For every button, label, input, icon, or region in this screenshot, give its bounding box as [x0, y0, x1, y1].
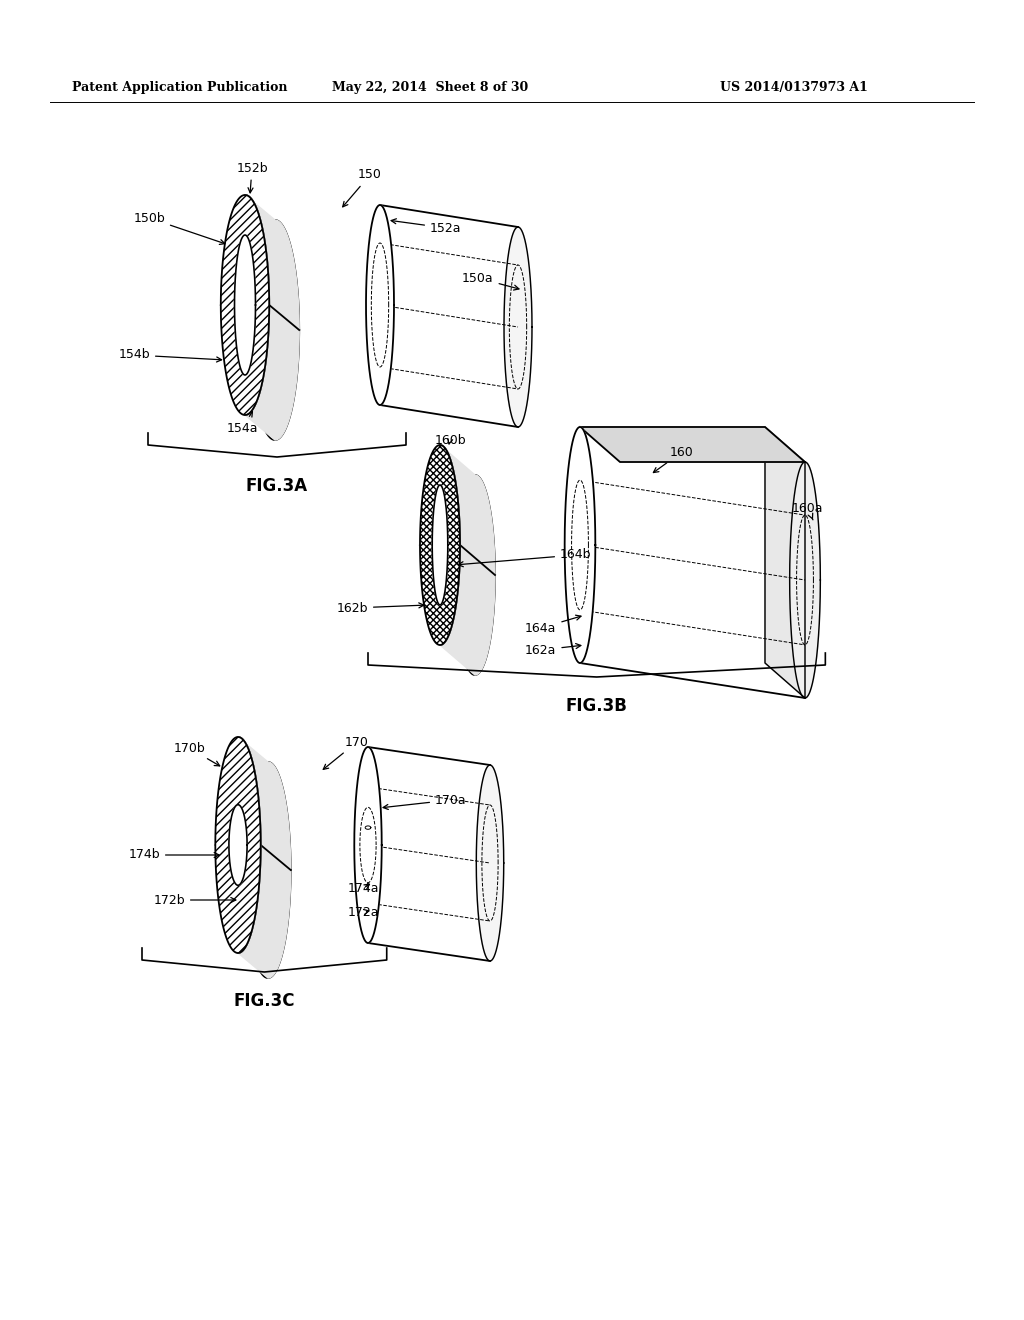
Text: 170: 170	[324, 735, 369, 770]
Polygon shape	[790, 462, 820, 698]
Polygon shape	[440, 445, 495, 675]
Polygon shape	[215, 737, 261, 953]
Text: 162a: 162a	[525, 644, 581, 656]
Text: US 2014/0137973 A1: US 2014/0137973 A1	[720, 82, 868, 95]
Polygon shape	[455, 475, 495, 675]
Polygon shape	[221, 195, 269, 414]
Text: 170a: 170a	[383, 793, 467, 809]
Text: 162b: 162b	[337, 602, 424, 615]
Polygon shape	[238, 737, 291, 978]
Text: 172a: 172a	[348, 906, 380, 919]
Polygon shape	[432, 484, 447, 605]
Polygon shape	[221, 195, 269, 414]
Text: 164a: 164a	[525, 615, 581, 635]
Polygon shape	[354, 747, 382, 942]
Polygon shape	[215, 737, 261, 953]
Text: 152a: 152a	[391, 219, 462, 235]
Text: 170b: 170b	[173, 742, 220, 766]
Text: 150a: 150a	[462, 272, 519, 290]
Text: 152b: 152b	[237, 161, 268, 193]
Text: 174b: 174b	[128, 849, 219, 862]
Text: 164b: 164b	[458, 549, 592, 566]
Text: 160b: 160b	[434, 433, 466, 446]
Text: 150: 150	[343, 169, 382, 207]
Polygon shape	[234, 235, 256, 375]
Text: FIG.3A: FIG.3A	[246, 477, 308, 495]
Polygon shape	[245, 195, 299, 440]
Polygon shape	[246, 762, 291, 978]
Text: Patent Application Publication: Patent Application Publication	[72, 82, 288, 95]
Polygon shape	[264, 260, 286, 400]
Text: 160a: 160a	[792, 502, 823, 520]
Polygon shape	[229, 805, 247, 886]
Polygon shape	[467, 515, 482, 635]
Polygon shape	[259, 805, 278, 935]
Text: FIG.3C: FIG.3C	[233, 993, 295, 1010]
Text: 174a: 174a	[348, 882, 380, 895]
Polygon shape	[420, 445, 460, 645]
Polygon shape	[765, 426, 805, 698]
Polygon shape	[504, 227, 532, 426]
Polygon shape	[366, 205, 394, 405]
Polygon shape	[420, 445, 460, 645]
Polygon shape	[251, 220, 299, 440]
Text: 172b: 172b	[154, 894, 236, 907]
Text: FIG.3B: FIG.3B	[565, 697, 628, 715]
Polygon shape	[564, 426, 595, 663]
Polygon shape	[580, 426, 805, 462]
Text: 150b: 150b	[133, 211, 225, 244]
Text: 154a: 154a	[226, 412, 258, 434]
Text: May 22, 2014  Sheet 8 of 30: May 22, 2014 Sheet 8 of 30	[332, 82, 528, 95]
Text: 160: 160	[653, 446, 693, 473]
Polygon shape	[476, 766, 504, 961]
Text: 154b: 154b	[119, 348, 221, 362]
